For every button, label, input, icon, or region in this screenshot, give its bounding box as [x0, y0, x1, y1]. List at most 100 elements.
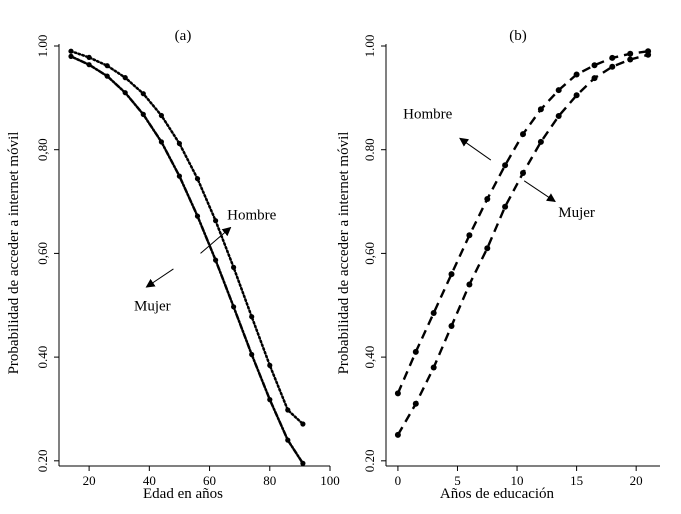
- panel-b-annotation-hombre: Hombre: [403, 107, 452, 123]
- panel-a-series-mujer-point: [267, 397, 273, 403]
- panel-b-series-hombre-point: [591, 62, 598, 69]
- panel-a-annotations: Hombre Mujer: [134, 208, 277, 315]
- panel-b-series-mujer-point: [627, 56, 634, 63]
- panel-b-series-hombre-point: [502, 162, 509, 169]
- panel-a-y-tick-label: 0,80: [35, 138, 50, 161]
- panel-a-series-mujer-point: [249, 351, 255, 358]
- panel-a-series-hombre-point: [194, 176, 201, 182]
- panel-a-series: [68, 48, 306, 466]
- panel-a-x-tick-label: 100: [320, 473, 340, 488]
- panel-b-x-tick-label: 0: [395, 473, 402, 488]
- panel-a-series-hombre-point: [176, 140, 182, 147]
- panel-b-y-tick-label: 0.20: [362, 449, 377, 472]
- panel-b-series-mujer-point: [466, 281, 473, 288]
- panel-b-series-hombre-point: [484, 196, 491, 202]
- panel-a-annotation-mujer: Mujer: [134, 298, 171, 314]
- panel-b-series-hombre-point: [448, 271, 455, 278]
- panel-a-axes: 0.20 0.40 0,60 0,80 1.00 20 40 60 80 100: [35, 35, 340, 488]
- panel-a-y-tick-label: 0,60: [35, 242, 50, 265]
- panel-b-series-mujer-point: [537, 138, 544, 145]
- panel-b-x-tick-label: 10: [511, 473, 524, 488]
- panel-a-annotation-mujer-arrow: [145, 268, 174, 288]
- panel-b-series-hombre-point: [537, 106, 544, 113]
- panel-b-series-mujer-point: [502, 203, 509, 210]
- panel-a-series-mujer-point: [176, 173, 182, 179]
- panel-a-series-hombre-point: [267, 362, 273, 368]
- panel-b-series-hombre-point: [609, 54, 616, 61]
- panel-b-annotation-mujer: Mujer: [558, 205, 595, 221]
- panel-b-series-hombre-point: [394, 390, 401, 397]
- panel-b-y-tick-label: 0.80: [362, 138, 377, 161]
- panel-a-series-mujer-point: [158, 139, 164, 145]
- panel-a-series-mujer-point: [285, 437, 291, 443]
- panel-b-axes: 0.20 0,40 0,60 0.80 1.00 0 5 10 15 20: [362, 35, 660, 488]
- panel-b-series-mujer-point: [394, 431, 401, 438]
- panel-a-y-tick-label: 1.00: [35, 35, 50, 58]
- panel-b-annotations: Hombre Mujer: [403, 107, 595, 222]
- panel-a-series-hombre-point: [285, 407, 291, 413]
- panel-a-series-hombre-line: [69, 49, 305, 426]
- panel-a-series-hombre-point: [213, 218, 219, 224]
- panel-a-series-hombre-point: [249, 314, 255, 320]
- panel-b-chart: (b) Probabilidad de acceder a internet m…: [336, 28, 660, 502]
- panel-b-x-tick-label: 15: [570, 473, 583, 488]
- panel-a-series-mujer-point: [213, 257, 219, 263]
- panel-b-annotation-hombre-arrow: [459, 137, 492, 161]
- panel-b-series-mujer-point: [520, 170, 526, 176]
- panel-a-series-hombre-point: [68, 48, 74, 54]
- panel-b-series-hombre-point: [430, 310, 437, 316]
- panel-a-annotation-hombre: Hombre: [227, 208, 276, 224]
- panel-a-series-hombre-point: [86, 54, 92, 61]
- panel-b-y-tick-label: 0,60: [362, 242, 377, 265]
- panel-b-x-axis-title: Años de educación: [440, 486, 555, 502]
- panel-b-y-axis-title: Probabilidad de acceder a internet móvil: [336, 132, 352, 375]
- panel-a-series-hombre-point: [140, 91, 146, 97]
- panel-a-series-mujer-point: [231, 304, 237, 310]
- panel-a-series-mujer-point: [140, 111, 146, 117]
- panel-a-series-mujer-point: [300, 460, 306, 466]
- panel-a-series-mujer-point: [122, 90, 128, 96]
- panel-b-series-hombre-point: [627, 50, 634, 57]
- panel-a-x-tick-label: 80: [263, 473, 276, 488]
- panel-a-series-mujer-point: [104, 73, 110, 79]
- panel-b-series-mujer-point: [573, 92, 580, 99]
- panel-a-y-tick-label: 0.20: [35, 449, 50, 472]
- panel-b-series-hombre-point: [555, 87, 562, 94]
- panel-b-series-hombre-point: [520, 131, 526, 138]
- panel-a-series-mujer-line: [69, 55, 305, 465]
- panel-a-series-hombre-point: [231, 264, 237, 270]
- panel-a-series-hombre-point: [300, 421, 306, 427]
- panel-a-series-mujer-point: [194, 213, 201, 219]
- panel-a-series-hombre-point: [122, 75, 128, 81]
- panel-b-series-mujer-point: [591, 75, 598, 82]
- panel-b-series-mujer-point: [430, 364, 437, 371]
- panel-a-series-hombre-point: [158, 112, 164, 119]
- panel-a-x-tick-label: 20: [83, 473, 96, 488]
- panel-a-y-tick-label: 0.40: [35, 346, 50, 369]
- panel-a-x-tick-label: 40: [143, 473, 156, 488]
- panel-b-annotation-mujer-arrow: [523, 180, 556, 203]
- panel-a-series-hombre-point: [104, 63, 110, 69]
- panel-b-label: (b): [509, 28, 527, 44]
- panel-b-y-tick-label: 1.00: [362, 35, 377, 58]
- panel-b-series-hombre-point: [412, 348, 419, 355]
- panel-b-series-hombre-line: [396, 50, 649, 394]
- panel-b-series-mujer-point: [555, 113, 562, 119]
- panel-a-series-mujer-point: [68, 53, 74, 60]
- panel-a-y-axis-title: Probabilidad de acceder a internet móvil: [6, 132, 22, 375]
- panel-a-chart: (a) Probabilidad de acceder a internet m…: [6, 28, 340, 502]
- panel-a-label: (a): [175, 28, 192, 44]
- panel-a-series-mujer-point: [86, 62, 92, 68]
- panel-b-x-tick-label: 20: [630, 473, 643, 488]
- panel-b-series-mujer-point: [448, 323, 455, 329]
- panel-a-x-tick-label: 60: [203, 473, 216, 488]
- panel-b-series-mujer-point: [645, 51, 652, 58]
- panel-b-series: [394, 48, 652, 438]
- panel-a-x-axis-title: Edad en años: [143, 486, 223, 502]
- panel-b-x-tick-label: 5: [454, 473, 461, 488]
- panel-b-series-mujer-point: [412, 400, 419, 407]
- panel-b-series-mujer-point: [484, 245, 491, 252]
- panel-b-y-tick-label: 0,40: [362, 346, 377, 369]
- panel-b-series-mujer-point: [609, 63, 616, 70]
